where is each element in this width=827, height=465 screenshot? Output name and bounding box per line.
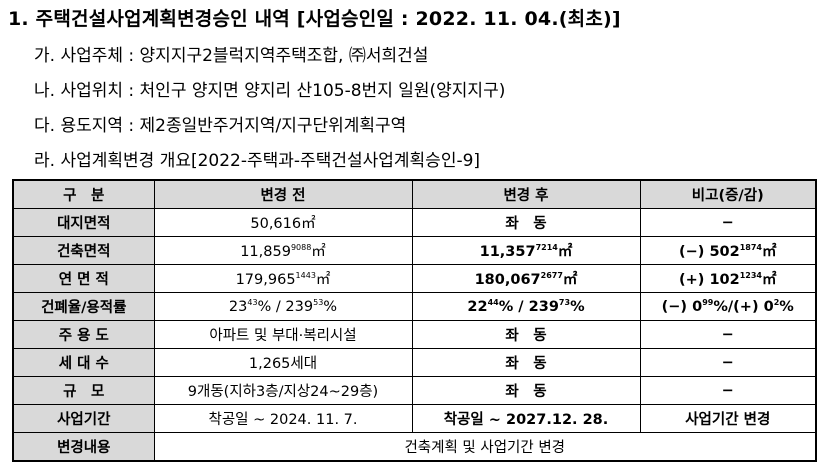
row-label: 대지면적 bbox=[12, 208, 155, 237]
cell-note: − bbox=[639, 348, 817, 377]
item-business-entity: 가. 사업주체 : 양지지구2블럭지역주택조합, ㈜서희건설 bbox=[34, 46, 429, 66]
table-row: 세 대 수 1,265세대 좌 동 − bbox=[12, 348, 817, 377]
row-label: 주 용 도 bbox=[12, 320, 155, 349]
row-label: 연 면 적 bbox=[12, 264, 155, 293]
row-label: 변경내용 bbox=[12, 432, 155, 462]
cell-after: 좌 동 bbox=[411, 320, 641, 349]
row-label: 건축면적 bbox=[12, 236, 155, 265]
cell-note: 사업기간 변경 bbox=[639, 404, 817, 433]
cell-note: − bbox=[639, 208, 817, 237]
cell-after: 11,3577214㎡ bbox=[411, 236, 641, 265]
cell-note: (−) 099%/(+) 02% bbox=[639, 292, 817, 321]
cell-after: 좌 동 bbox=[411, 376, 641, 405]
item-business-location: 나. 사업위치 : 처인구 양지면 양지리 산105-8번지 일원(양지지구) bbox=[34, 81, 506, 101]
row-label: 세 대 수 bbox=[12, 348, 155, 377]
table-row: 대지면적 50,616㎡ 좌 동 − bbox=[12, 208, 817, 237]
cell-change-content: 건축계획 및 사업기간 변경 bbox=[153, 432, 817, 462]
cell-before: 2343% / 23953% bbox=[153, 292, 413, 321]
cell-after: 착공일 ~ 2027.12. 28. bbox=[411, 404, 641, 433]
table-row: 건폐율/용적률 2343% / 23953% 2244% / 23973% (−… bbox=[12, 292, 817, 321]
cell-note: − bbox=[639, 376, 817, 405]
section-title: 1. 주택건설사업계획변경승인 내역 [사업승인일 : 2022. 11. 04… bbox=[8, 8, 621, 30]
change-table: 구 분 변경 전 변경 후 비고(증/감) 대지면적 50,616㎡ 좌 동 −… bbox=[12, 179, 817, 462]
row-label: 사업기간 bbox=[12, 404, 155, 433]
cell-note: − bbox=[639, 320, 817, 349]
cell-note: (+) 1021234㎡ bbox=[639, 264, 817, 293]
cell-before: 9개동(지하3층/지상24~29층) bbox=[153, 376, 413, 405]
cell-after: 좌 동 bbox=[411, 348, 641, 377]
table-row: 주 용 도 아파트 및 부대·복리시설 좌 동 − bbox=[12, 320, 817, 349]
row-label: 규 모 bbox=[12, 376, 155, 405]
cell-after: 2244% / 23973% bbox=[411, 292, 641, 321]
cell-after: 180,0672677㎡ bbox=[411, 264, 641, 293]
table-row: 건축면적 11,8599088㎡ 11,3577214㎡ (−) 5021874… bbox=[12, 236, 817, 265]
cell-before: 50,616㎡ bbox=[153, 208, 413, 237]
cell-before: 아파트 및 부대·복리시설 bbox=[153, 320, 413, 349]
cell-before: 11,8599088㎡ bbox=[153, 236, 413, 265]
table-row: 규 모 9개동(지하3층/지상24~29층) 좌 동 − bbox=[12, 376, 817, 405]
table-header-row: 구 분 변경 전 변경 후 비고(증/감) bbox=[12, 179, 817, 209]
table-row: 변경내용 건축계획 및 사업기간 변경 bbox=[12, 432, 817, 462]
cell-before: 1,265세대 bbox=[153, 348, 413, 377]
cell-before: 착공일 ~ 2024. 11. 7. bbox=[153, 404, 413, 433]
header-note: 비고(증/감) bbox=[639, 179, 817, 209]
item-change-summary: 라. 사업계획변경 개요[2022-주택과-주택건설사업계획승인-9] bbox=[34, 151, 481, 171]
header-after: 변경 후 bbox=[411, 179, 641, 209]
header-category: 구 분 bbox=[12, 179, 155, 209]
cell-before: 179,9651443㎡ bbox=[153, 264, 413, 293]
cell-after: 좌 동 bbox=[411, 208, 641, 237]
cell-note: (−) 5021874㎡ bbox=[639, 236, 817, 265]
item-zoning: 다. 용도지역 : 제2종일반주거지역/지구단위계획구역 bbox=[34, 116, 407, 136]
table-row: 사업기간 착공일 ~ 2024. 11. 7. 착공일 ~ 2027.12. 2… bbox=[12, 404, 817, 433]
header-before: 변경 전 bbox=[153, 179, 413, 209]
row-label: 건폐율/용적률 bbox=[12, 292, 155, 321]
table-row: 연 면 적 179,9651443㎡ 180,0672677㎡ (+) 1021… bbox=[12, 264, 817, 293]
